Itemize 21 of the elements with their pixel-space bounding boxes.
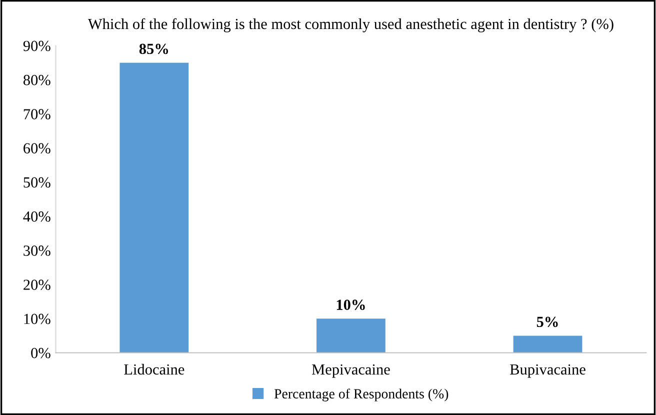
x-tick-label: Bupivacaine xyxy=(510,364,586,378)
x-tick-label: Lidocaine xyxy=(124,364,184,375)
x-tick-label: Mepivacaine xyxy=(312,364,390,378)
y-tick-label: 80% xyxy=(23,74,50,86)
y-tick-label: 60% xyxy=(24,143,50,154)
data-label: 5% xyxy=(536,316,558,328)
y-tick-label: 90% xyxy=(23,40,50,52)
data-label: 10% xyxy=(336,300,365,310)
legend-label: Percentage of Respondents (%) xyxy=(274,388,448,402)
y-tick-label: 10% xyxy=(24,314,50,324)
bar xyxy=(120,62,189,353)
y-tick-label: 50% xyxy=(24,177,50,188)
y-tick-label: 70% xyxy=(24,109,50,120)
chart-title: Which of the following is the most commonly used anesthetic agent in dentistry ? (%) xyxy=(88,18,614,32)
bar xyxy=(316,318,386,353)
y-tick-label: 0% xyxy=(31,348,50,358)
bar xyxy=(513,336,582,353)
y-tick-label: 30% xyxy=(24,246,50,256)
y-tick-label: 40% xyxy=(23,211,50,222)
data-label: 85% xyxy=(139,44,168,54)
y-tick-label: 20% xyxy=(24,280,50,290)
